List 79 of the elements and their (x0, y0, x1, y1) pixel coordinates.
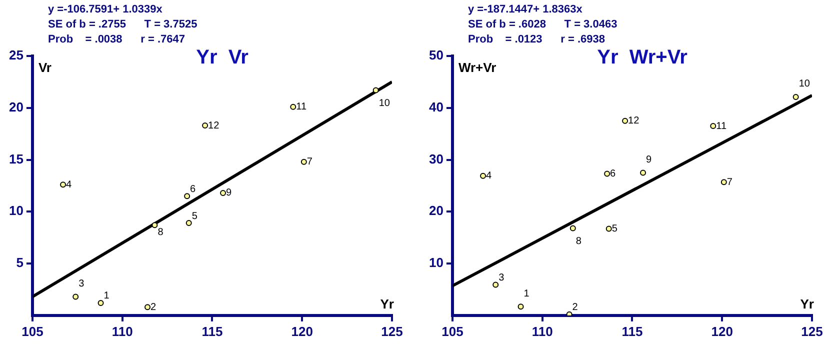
annotation: 8 (576, 236, 582, 247)
text: Prob = .0123 r = .6938 (468, 34, 605, 46)
annotation: 4 (66, 179, 72, 190)
point (152, 222, 158, 228)
text: SE of b = .2755 T = 3.7525 (48, 18, 198, 31)
x-tick-label: 120 (291, 324, 313, 339)
y-tick-label: 25 (8, 48, 24, 63)
annotation: 3 (498, 272, 505, 284)
point (144, 304, 151, 310)
point (792, 94, 799, 100)
point (606, 226, 612, 232)
x-tick-label: 115 (622, 324, 643, 339)
x-tick-label: 115 (202, 324, 223, 339)
y-axis-title: Vr (38, 60, 52, 76)
text: Prob = .0038 r = .7647 (48, 34, 185, 46)
y-tick-label: 10 (428, 255, 444, 270)
y-tick-label: 5 (16, 255, 24, 270)
annotation: 5 (192, 210, 198, 222)
annotation: 10 (798, 78, 810, 90)
annotation: 8 (158, 226, 164, 238)
annotation: 7 (726, 176, 733, 188)
annotation: 3 (78, 278, 85, 290)
x-tick-label: 110 (532, 324, 553, 339)
point (492, 282, 499, 288)
annotation: 7 (306, 156, 313, 168)
chart-title: Yr Vr (196, 46, 249, 69)
point (622, 118, 628, 124)
y-tick-label: 10 (8, 203, 24, 218)
point (186, 220, 192, 226)
annotation: 2 (150, 302, 157, 313)
point (372, 87, 379, 94)
y-tick-label: 20 (428, 203, 444, 218)
x-tick-label: 105 (442, 324, 464, 339)
text: y =-187.1447+ 1.8363x (468, 4, 584, 16)
x-tick-label: 120 (711, 324, 733, 339)
y-tick-label: 15 (8, 151, 24, 166)
point (98, 300, 104, 306)
annotation: 6 (610, 168, 616, 180)
annotation: 6 (190, 184, 196, 195)
x-tick-label: 125 (801, 324, 823, 339)
annotation: 9 (646, 154, 652, 166)
point (480, 172, 486, 179)
point (710, 123, 716, 130)
x-tick-label: 125 (381, 324, 403, 339)
y-tick-label: 50 (428, 48, 444, 63)
annotation: 9 (226, 188, 232, 199)
point (202, 122, 208, 129)
annotation: 12 (208, 120, 220, 132)
text: y =-106.7591+ 1.0339x (48, 4, 164, 16)
annotation: 2 (572, 302, 578, 314)
y-tick-label: 30 (428, 151, 444, 166)
annotation: 5 (612, 224, 618, 235)
annotation: 12 (628, 116, 640, 127)
point (300, 158, 307, 165)
annotation: 1 (524, 288, 530, 300)
point (184, 193, 190, 200)
annotation: 4 (486, 170, 492, 182)
point (72, 294, 79, 300)
annotation: 11 (296, 102, 307, 113)
y-tick-label: 20 (8, 99, 24, 114)
point (640, 170, 646, 176)
point (570, 225, 576, 232)
x-tick-label: 110 (112, 324, 133, 339)
y-tick-label: 40 (428, 99, 444, 114)
chart-title: Yr Wr+Vr (597, 46, 688, 69)
annotation: 1 (104, 290, 110, 302)
x-axis-title: Yr (380, 296, 394, 312)
x-tick-label: 105 (22, 324, 44, 339)
y-axis-title: Wr+Vr (458, 60, 496, 76)
point (720, 179, 727, 186)
point (518, 304, 524, 310)
text: SE of b = .6028 T = 3.0463 (468, 18, 618, 31)
annotation: 11 (716, 120, 727, 132)
annotation: 10 (378, 98, 390, 109)
point (290, 104, 296, 110)
point (220, 190, 226, 196)
point (604, 170, 610, 177)
x-axis-title: Yr (800, 296, 814, 312)
point (60, 182, 66, 188)
